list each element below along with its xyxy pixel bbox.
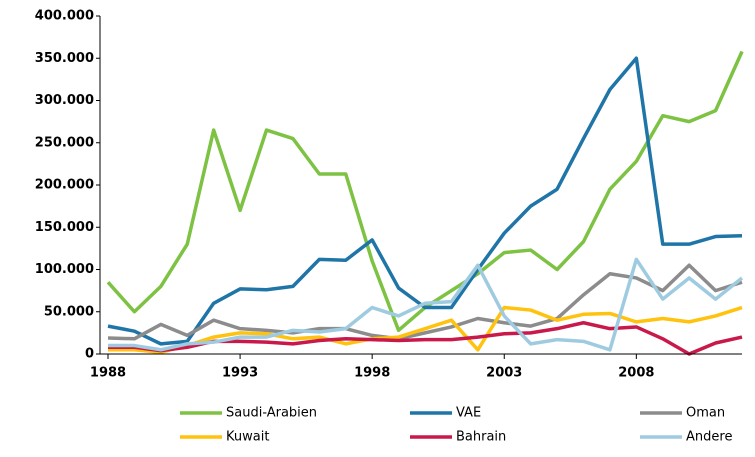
y-tick-label: 400.000 [35, 9, 94, 24]
legend-label: VAE [456, 406, 481, 421]
y-tick-label: 200.000 [35, 178, 94, 193]
y-tick-label: 100.000 [35, 262, 94, 277]
series-line [106, 50, 744, 333]
legend-label: Bahrain [456, 430, 506, 445]
legend-label: Oman [686, 406, 725, 421]
y-tick-label: 50.000 [44, 304, 94, 319]
y-tick-label: 300.000 [35, 93, 94, 108]
x-tick-label: 1988 [90, 366, 126, 381]
series-line [108, 257, 744, 352]
y-tick-label: 0 [85, 347, 94, 362]
y-tick-label: 150.000 [35, 220, 94, 235]
series-line [107, 263, 743, 341]
x-tick-label: 2008 [618, 366, 654, 381]
y-tick-label: 250.000 [35, 135, 94, 150]
legend-label: Andere [686, 430, 732, 445]
legend-label: Saudi-Arabien [226, 406, 317, 421]
legend-label: Kuwait [226, 430, 269, 445]
x-tick-label: 1998 [354, 366, 390, 381]
x-tick-label: 2003 [486, 366, 522, 381]
series-line [107, 56, 743, 346]
series-line [108, 305, 743, 355]
y-tick-label: 350.000 [35, 51, 94, 66]
x-tick-label: 1993 [222, 366, 258, 381]
